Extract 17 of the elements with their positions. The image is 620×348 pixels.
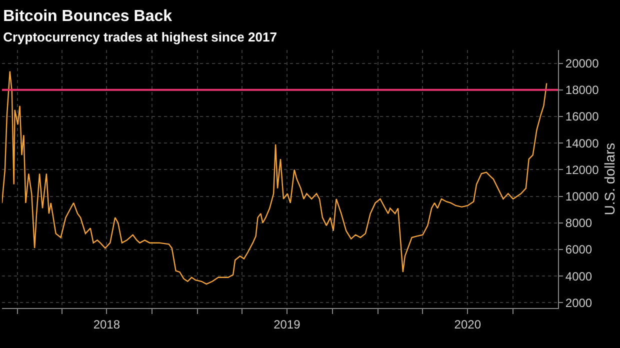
- y-axis-title: U.S. dollars: [601, 142, 618, 216]
- y-tick-label: 6000: [565, 242, 592, 257]
- y-tick-label: 16000: [565, 110, 600, 124]
- y-tick-label: 14000: [565, 136, 600, 150]
- y-tick-label: 10000: [565, 189, 600, 204]
- x-tick-label: 2020: [454, 317, 482, 332]
- y-tick-label: 12000: [565, 162, 600, 177]
- y-tick-label: 18000: [565, 83, 600, 98]
- y-tick-label: 4000: [565, 269, 592, 284]
- y-tick-label: 20000: [565, 56, 600, 70]
- x-tick-label: 2018: [93, 317, 120, 332]
- x-tick-label: 2019: [274, 317, 301, 332]
- y-tick-label: 2000: [565, 296, 592, 310]
- line-series: [2, 70, 548, 285]
- chart-title: Bitcoin Bounces Back: [3, 8, 172, 25]
- y-tick-label: 8000: [565, 216, 592, 230]
- chart-subtitle: Cryptocurrency trades at highest since 2017: [3, 30, 277, 45]
